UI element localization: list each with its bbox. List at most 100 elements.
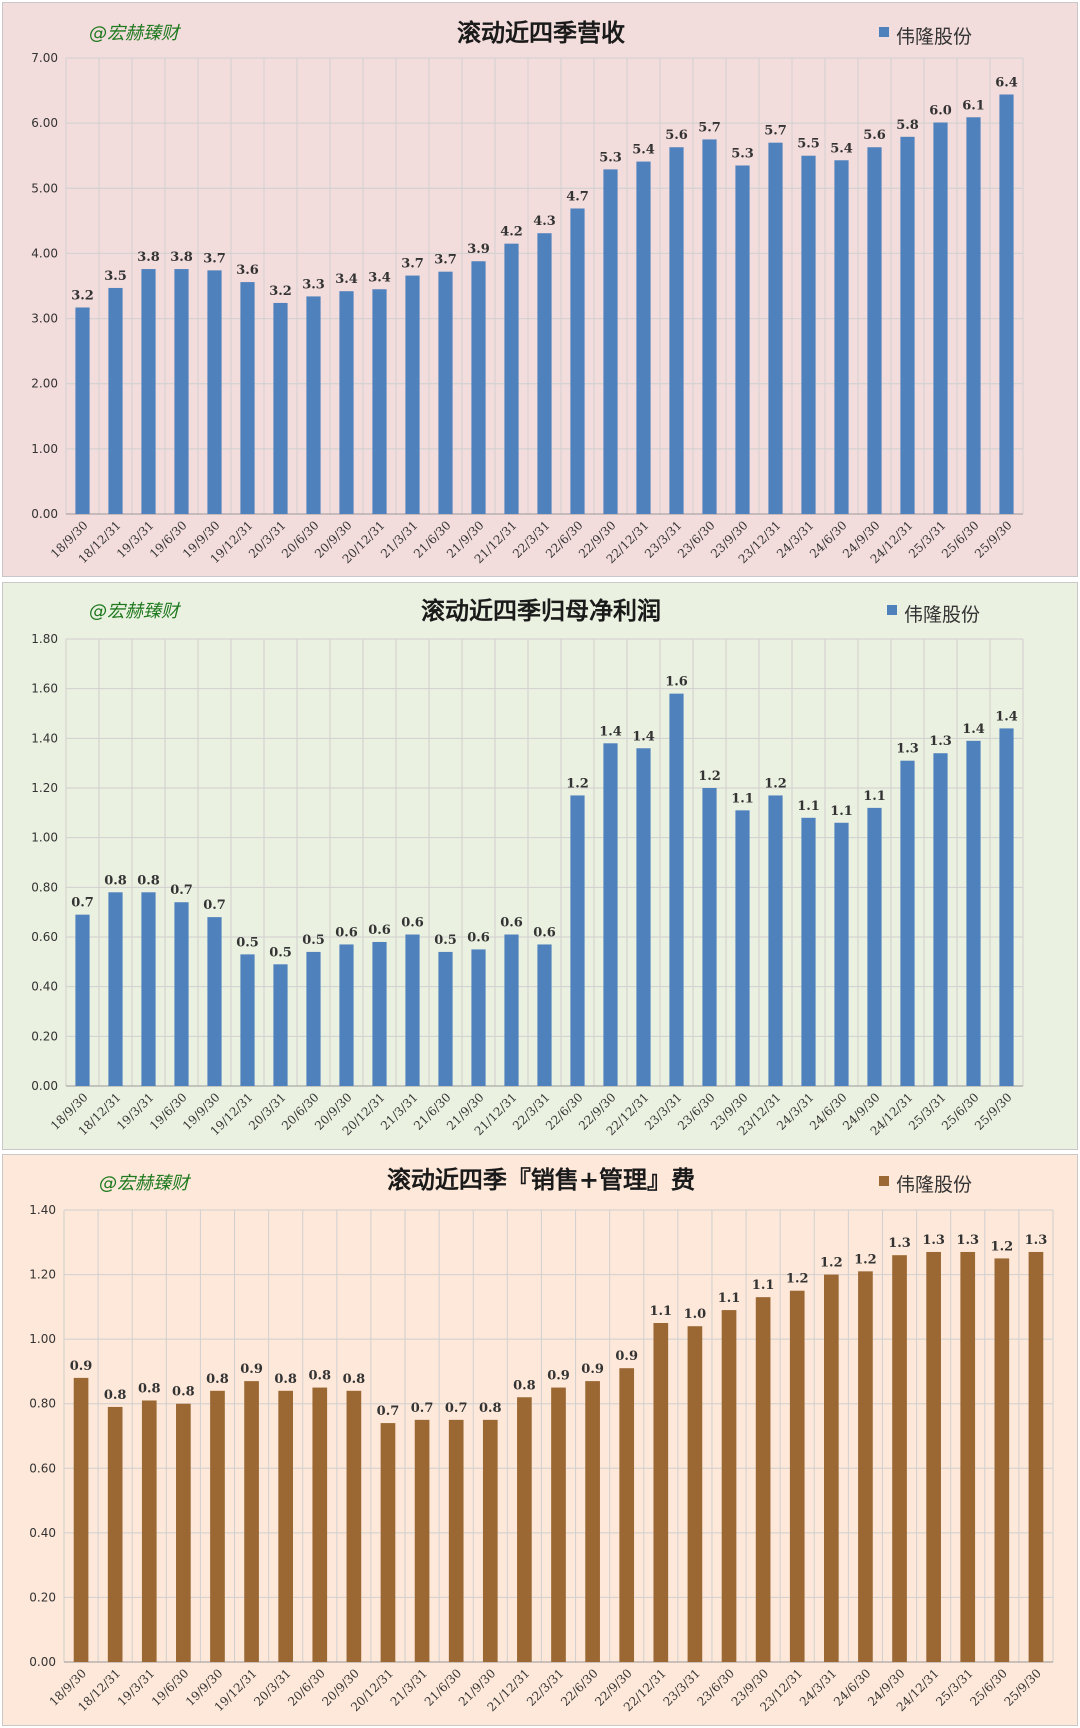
bar <box>107 1406 123 1662</box>
data-label: 0.8 <box>206 1372 229 1387</box>
data-label: 1.1 <box>863 789 886 804</box>
data-label: 0.6 <box>533 925 556 940</box>
bar <box>380 1423 396 1662</box>
data-label: 1.4 <box>962 722 985 737</box>
bar <box>240 282 255 514</box>
chart-title: 滚动近四季营收 <box>457 18 625 47</box>
data-label: 1.3 <box>922 1233 945 1248</box>
y-tick-label: 1.40 <box>29 1203 56 1217</box>
bar <box>768 142 783 514</box>
data-label: 5.6 <box>665 128 688 143</box>
data-label: 1.4 <box>599 724 622 739</box>
bar <box>603 169 618 514</box>
y-tick-label: 0.60 <box>31 930 58 944</box>
bar <box>858 1271 873 1662</box>
bar <box>141 892 156 1086</box>
data-label: 3.9 <box>467 242 490 257</box>
chart-title: 滚动近四季『销售+管理』费 <box>387 1165 695 1194</box>
data-label: 0.9 <box>240 1362 263 1377</box>
bar <box>207 917 222 1086</box>
bar <box>448 1419 464 1662</box>
bar <box>339 291 354 514</box>
bar <box>504 934 519 1086</box>
bar <box>834 160 849 514</box>
data-label: 1.3 <box>929 734 952 749</box>
data-label: 1.3 <box>1025 1233 1048 1248</box>
bar <box>926 1251 941 1662</box>
bar <box>570 795 585 1086</box>
x-tick-label: 25/9/30 <box>972 518 1015 561</box>
bar <box>75 307 90 514</box>
bar <box>789 1290 805 1662</box>
y-tick-label: 3.00 <box>31 312 58 326</box>
bar <box>823 1274 839 1662</box>
bar <box>966 740 981 1086</box>
data-label: 3.7 <box>203 251 226 266</box>
watermark: @宏赫臻财 <box>89 23 182 44</box>
data-label: 0.8 <box>308 1369 331 1384</box>
data-label: 1.3 <box>896 742 919 757</box>
bar <box>702 788 717 1086</box>
expense-chart: @宏赫臻财 滚动近四季『销售+管理』费 伟隆股份 0.00 0.20 0.40 0.6… <box>29 1165 1054 1714</box>
bar <box>537 233 552 514</box>
data-label: 3.7 <box>434 253 457 268</box>
y-tick-label: 1.20 <box>31 781 58 795</box>
y-tick-label: 0.00 <box>31 1079 58 1093</box>
bar <box>346 1390 362 1662</box>
data-label: 0.9 <box>547 1369 570 1384</box>
data-label: 1.2 <box>764 776 787 791</box>
bar <box>108 892 123 1086</box>
data-label: 0.8 <box>513 1378 536 1393</box>
y-tick-label: 1.60 <box>31 682 58 696</box>
revenue-chart: @宏赫臻财 滚动近四季营收 伟隆股份 0.00 1.00 2.00 3.00 4.00 5… <box>31 18 1024 566</box>
y-tick-label: 7.00 <box>31 51 58 65</box>
expense-chart-panel: @宏赫臻财 滚动近四季『销售+管理』费 伟隆股份 0.00 0.20 0.40 0.6… <box>2 1154 1078 1726</box>
data-label: 0.8 <box>138 1381 161 1396</box>
y-tick-label: 1.80 <box>31 632 58 646</box>
bar <box>702 139 717 514</box>
data-label: 0.8 <box>172 1385 195 1400</box>
plot-area: 0.000.200.400.600.801.001.201.400.918/9/… <box>29 1203 1054 1714</box>
bar <box>960 1251 976 1662</box>
bar <box>900 760 915 1086</box>
bar <box>372 289 387 514</box>
data-label: 6.4 <box>995 75 1018 90</box>
bar <box>1028 1251 1044 1662</box>
data-label: 1.4 <box>632 729 655 744</box>
data-label: 0.5 <box>434 933 457 948</box>
legend-label: 伟隆股份 <box>904 604 980 626</box>
bar <box>636 748 651 1086</box>
bar <box>603 743 618 1086</box>
plot-area: 0.001.002.003.004.005.006.007.003.218/9/… <box>31 51 1024 566</box>
bar <box>999 94 1014 514</box>
data-label: 3.2 <box>71 288 94 303</box>
legend-swatch <box>879 1176 889 1186</box>
bar <box>585 1381 600 1662</box>
data-label: 3.4 <box>368 270 391 285</box>
bar <box>339 944 354 1086</box>
data-label: 5.6 <box>863 128 886 143</box>
net-profit-chart: @宏赫臻财 滚动近四季归母净利润 伟隆股份 0.000.200.400.600.… <box>31 596 1024 1138</box>
y-tick-label: 2.00 <box>31 377 58 391</box>
bar <box>687 1326 703 1662</box>
data-label: 1.3 <box>956 1233 979 1248</box>
data-label: 0.8 <box>274 1372 297 1387</box>
plot-area: 0.00 0.20 0.40 0.60 0.80 1.00 1.20 1.40 1.60 1.80… <box>31 632 1024 1138</box>
data-label: 5.4 <box>830 141 853 156</box>
data-label: 1.2 <box>820 1256 843 1271</box>
data-label: 1.1 <box>718 1291 741 1306</box>
x-tick-label: 25/9/30 <box>972 1090 1015 1133</box>
data-label: 0.8 <box>104 873 127 888</box>
bar <box>999 728 1014 1086</box>
bar <box>141 1400 157 1662</box>
revenue-chart-panel: @宏赫臻财 滚动近四季营收 伟隆股份 0.00 1.00 2.00 3.00 4.00 5… <box>2 2 1078 577</box>
data-label: 0.9 <box>615 1349 638 1364</box>
y-tick-label: 0.20 <box>29 1590 56 1604</box>
bar <box>405 934 420 1086</box>
data-label: 6.1 <box>962 98 985 113</box>
data-label: 5.3 <box>599 150 622 165</box>
data-label: 0.7 <box>445 1401 468 1416</box>
data-label: 6.0 <box>929 103 952 118</box>
data-label: 5.8 <box>896 118 919 133</box>
data-label: 3.7 <box>401 257 424 272</box>
